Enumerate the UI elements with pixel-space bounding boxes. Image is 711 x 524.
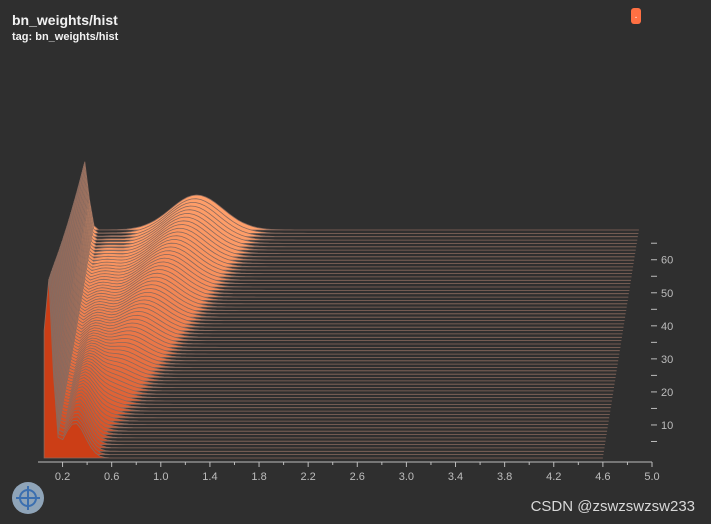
- y-tick-label: 10: [661, 420, 673, 432]
- x-tick-label: 0.2: [55, 471, 70, 483]
- histogram-slice: [72, 187, 632, 274]
- y-axis: 10 20 30 40 50 60: [651, 242, 673, 442]
- x-tick-label: 2.6: [350, 471, 365, 483]
- histogram-slice: [50, 260, 610, 419]
- histogram-slice: [47, 268, 607, 435]
- histogram-slice: [54, 248, 614, 392]
- histogram-slice: [68, 204, 628, 305]
- histogram-slice: [69, 201, 629, 298]
- histogram-slice: [75, 179, 635, 261]
- y-tick-label: 30: [661, 354, 673, 366]
- x-axis: 0.2 0.6 1.0 1.4 1.8 2.2 2.6 3.0 3.4 3.8 4.2 4.6 5.0: [38, 461, 660, 483]
- ridge-layer: [43, 161, 639, 459]
- histogram-slice: [48, 265, 608, 429]
- histogram-slice: [46, 269, 607, 439]
- card-title: bn_weights/hist: [12, 12, 118, 28]
- fit-view-button[interactable]: [12, 482, 44, 514]
- histogram-slice: [51, 257, 611, 412]
- histogram-slice: [71, 191, 631, 281]
- histogram-slice: [43, 278, 603, 459]
- card-tag: tag: bn_weights/hist: [12, 31, 119, 43]
- histogram-slice: [75, 177, 635, 258]
- histogram-slice: [44, 277, 604, 455]
- histogram-slice: [51, 256, 611, 409]
- histogram-slice: [67, 206, 627, 308]
- histogram-slice: [70, 195, 630, 288]
- histogram-slice: [73, 183, 634, 268]
- histogram-slice: [74, 181, 634, 264]
- histogram-slice: [46, 270, 606, 442]
- x-tick-label: 3.4: [448, 471, 463, 483]
- histogram-slice: [53, 251, 613, 398]
- histogram-slice: [52, 254, 612, 405]
- histogram-slice: [53, 250, 613, 395]
- histogram-slice: [54, 247, 614, 388]
- histogram-slice: [78, 165, 638, 238]
- histogram-slice: [45, 272, 605, 445]
- histogram-slice: [72, 189, 632, 278]
- x-tick-label: 4.2: [546, 471, 561, 483]
- y-tick-label: 50: [661, 288, 673, 300]
- histogram-slice: [76, 175, 636, 254]
- x-tick-label: 1.4: [202, 471, 217, 483]
- y-tick-label: 20: [661, 387, 673, 399]
- histogram-slice: [55, 245, 615, 385]
- histogram-slice: [44, 275, 604, 452]
- histogram-slice: [49, 262, 609, 422]
- histogram-slice: [55, 244, 616, 382]
- x-tick-label: 2.2: [301, 471, 316, 483]
- histogram-slice: [52, 253, 612, 402]
- histogram-slice: [70, 197, 630, 291]
- menu-badge[interactable]: .: [631, 8, 641, 24]
- histogram-slice: [73, 185, 633, 271]
- histogram-slice: [49, 263, 609, 425]
- histogram-slice: [45, 274, 605, 449]
- x-tick-label: 3.0: [399, 471, 414, 483]
- x-tick-label: 1.8: [251, 471, 266, 483]
- histogram-slice: [77, 171, 637, 248]
- histogram-slice: [48, 266, 608, 432]
- histogram-slice: [68, 202, 628, 301]
- histogram-slice: [76, 173, 636, 251]
- x-tick-label: 5.0: [644, 471, 659, 483]
- histogram-slice: [78, 167, 638, 241]
- target-icon: [16, 486, 40, 510]
- histogram-slice: [56, 242, 616, 378]
- y-tick-label: 40: [661, 321, 673, 333]
- histogram-slice: [69, 199, 629, 295]
- x-tick-label: 0.6: [104, 471, 119, 483]
- y-tick-label: 60: [661, 255, 673, 267]
- x-tick-label: 3.8: [497, 471, 512, 483]
- histogram-slice: [77, 169, 637, 244]
- x-tick-label: 4.6: [595, 471, 610, 483]
- x-tick-label: 1.0: [153, 471, 168, 483]
- histogram-slice: [67, 208, 627, 311]
- histogram-slice: [50, 259, 610, 415]
- histogram-slice: [71, 193, 631, 284]
- watermark: CSDN @zswzswzsw233: [530, 498, 695, 515]
